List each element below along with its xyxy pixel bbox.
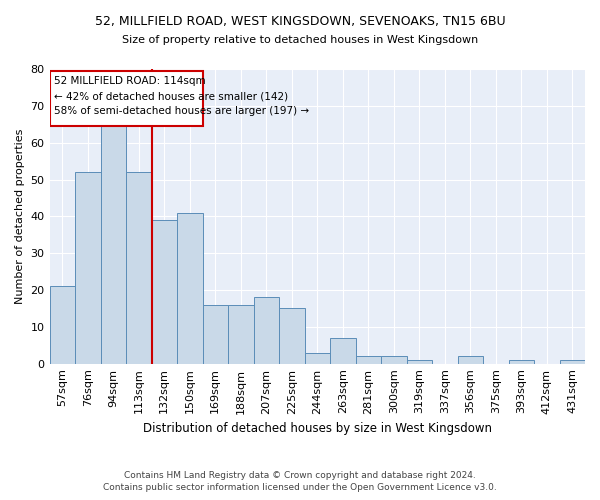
Bar: [254, 298, 279, 364]
Text: Contains public sector information licensed under the Open Government Licence v3: Contains public sector information licen…: [103, 484, 497, 492]
Bar: [509, 360, 534, 364]
Text: 52 MILLFIELD ROAD: 114sqm: 52 MILLFIELD ROAD: 114sqm: [54, 76, 206, 86]
Text: Size of property relative to detached houses in West Kingsdown: Size of property relative to detached ho…: [122, 35, 478, 45]
Bar: [126, 172, 152, 364]
Bar: [356, 356, 381, 364]
Text: 58% of semi-detached houses are larger (197) →: 58% of semi-detached houses are larger (…: [54, 106, 309, 116]
Bar: [279, 308, 305, 364]
Bar: [203, 304, 228, 364]
Bar: [177, 212, 203, 364]
Bar: [458, 356, 483, 364]
Bar: [228, 304, 254, 364]
Bar: [50, 286, 75, 364]
Text: 52, MILLFIELD ROAD, WEST KINGSDOWN, SEVENOAKS, TN15 6BU: 52, MILLFIELD ROAD, WEST KINGSDOWN, SEVE…: [95, 15, 505, 28]
Bar: [381, 356, 407, 364]
Bar: [75, 172, 101, 364]
Bar: [305, 352, 330, 364]
Bar: [560, 360, 585, 364]
Bar: [330, 338, 356, 363]
Bar: [50, 71, 203, 126]
Text: ← 42% of detached houses are smaller (142): ← 42% of detached houses are smaller (14…: [54, 91, 288, 101]
Bar: [101, 113, 126, 364]
Y-axis label: Number of detached properties: Number of detached properties: [15, 128, 25, 304]
Bar: [407, 360, 432, 364]
X-axis label: Distribution of detached houses by size in West Kingsdown: Distribution of detached houses by size …: [143, 422, 492, 435]
Bar: [152, 220, 177, 364]
Text: Contains HM Land Registry data © Crown copyright and database right 2024.: Contains HM Land Registry data © Crown c…: [124, 471, 476, 480]
